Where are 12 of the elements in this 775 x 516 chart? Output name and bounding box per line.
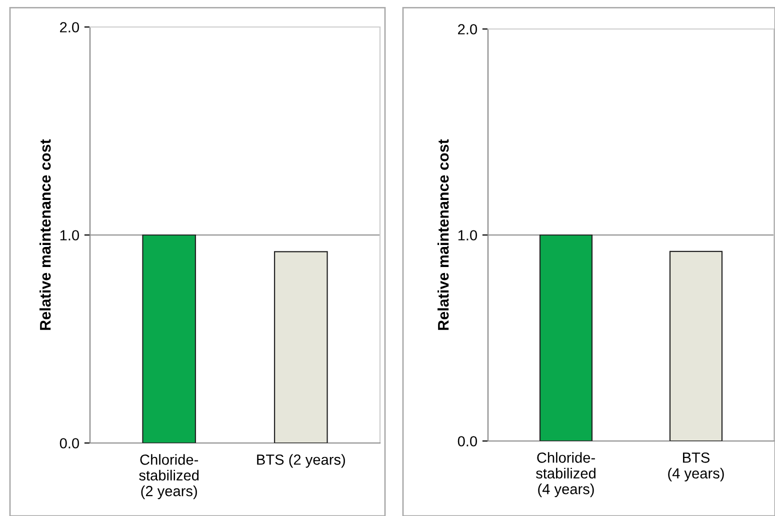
y-axis-title: Relative maintenance cost xyxy=(438,139,449,330)
y-tick-label: 0.0 xyxy=(60,438,80,448)
y-tick-label: 0.0 xyxy=(458,436,478,446)
y-axis-title: Relative maintenance cost xyxy=(40,139,51,330)
x-tick-label: Chloride- stabilized (2 years) xyxy=(139,454,199,500)
y-tick-label: 2.0 xyxy=(60,22,80,32)
x-tick-label: Chloride- stabilized (4 years) xyxy=(536,452,596,498)
y-tick-label: 2.0 xyxy=(458,24,478,34)
x-tick-label: BTS (4 years) xyxy=(668,452,724,482)
y-tick-label: 1.0 xyxy=(458,230,478,240)
x-tick-label: BTS (2 years) xyxy=(257,454,345,468)
y-tick-label: 1.0 xyxy=(60,230,80,240)
